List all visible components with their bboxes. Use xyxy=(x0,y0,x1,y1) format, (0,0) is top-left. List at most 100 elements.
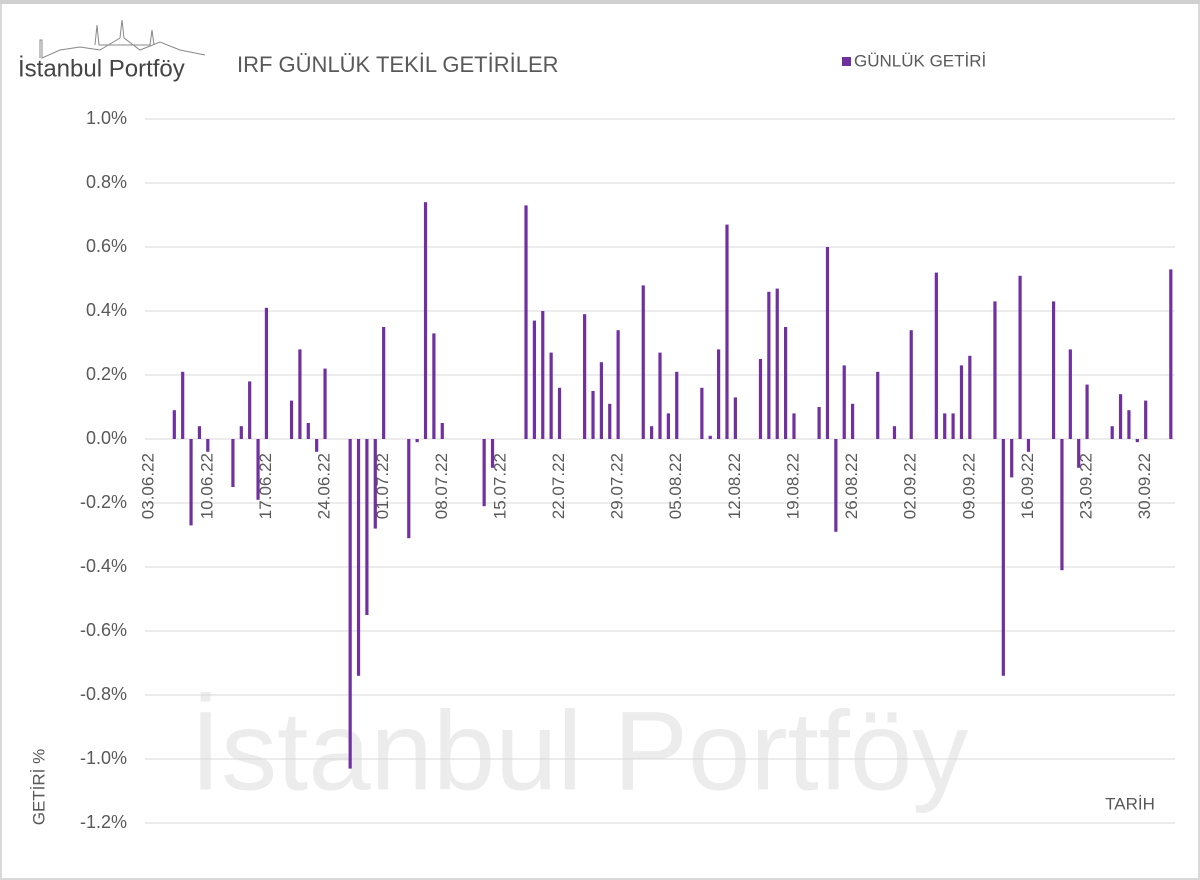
x-tick-label: 01.07.22 xyxy=(373,453,392,519)
bar xyxy=(993,301,997,439)
bar xyxy=(851,403,855,439)
y-tick-label: -0.4% xyxy=(80,556,127,576)
bar xyxy=(549,352,553,439)
bar xyxy=(834,439,838,532)
bar xyxy=(1135,439,1139,443)
x-tick-label: 26.08.22 xyxy=(842,453,861,519)
y-tick-label: 0.6% xyxy=(86,236,127,256)
bar xyxy=(231,439,235,487)
watermark: İstanbul Portföy xyxy=(190,689,968,814)
bar xyxy=(876,371,880,439)
y-tick-label: 0.0% xyxy=(86,428,127,448)
bar xyxy=(733,397,737,439)
bar xyxy=(1018,275,1022,439)
bar xyxy=(1144,400,1148,439)
bar xyxy=(784,327,788,439)
bar xyxy=(700,387,704,439)
y-axis-label: GETİRİ % xyxy=(29,749,48,826)
x-tick-label: 29.07.22 xyxy=(608,453,627,519)
bar xyxy=(407,439,411,539)
bar xyxy=(189,439,193,526)
bar xyxy=(348,439,352,769)
y-tick-label: -0.8% xyxy=(80,684,127,704)
bar xyxy=(792,413,796,439)
bar xyxy=(616,330,620,439)
bar xyxy=(524,205,528,439)
bar xyxy=(1001,439,1005,676)
x-tick-label: 12.08.22 xyxy=(725,453,744,519)
bar xyxy=(725,224,729,439)
bar xyxy=(289,400,294,439)
bar xyxy=(557,387,562,439)
bar xyxy=(675,371,679,439)
x-tick-label: 10.06.22 xyxy=(197,453,216,519)
x-tick-label: 08.07.22 xyxy=(432,453,451,519)
x-tick-label: 03.06.22 xyxy=(139,453,158,519)
bar xyxy=(1068,349,1072,439)
x-tick-label: 16.09.22 xyxy=(1018,453,1037,519)
bar xyxy=(181,371,185,439)
legend-swatch xyxy=(842,57,851,66)
bar xyxy=(1026,439,1031,452)
bar xyxy=(323,368,327,439)
bar xyxy=(532,320,536,439)
x-tick-label: 17.06.22 xyxy=(256,453,275,519)
bar xyxy=(432,333,436,439)
bar xyxy=(382,327,386,439)
y-tick-label: -1.2% xyxy=(80,812,127,832)
y-tick-label: 0.4% xyxy=(86,300,127,320)
bar xyxy=(825,247,830,439)
x-tick-label: 09.09.22 xyxy=(959,453,978,519)
bar xyxy=(591,391,595,439)
bar xyxy=(708,435,712,439)
bar xyxy=(541,311,545,439)
x-tick-label: 19.08.22 xyxy=(783,453,802,519)
bar xyxy=(1060,439,1064,571)
y-tick-label: -0.2% xyxy=(80,492,127,512)
legend-label: GÜNLÜK GETİRİ xyxy=(854,51,986,70)
bar xyxy=(365,439,369,615)
bar xyxy=(264,307,269,439)
bar xyxy=(1169,269,1173,439)
bar xyxy=(440,423,444,439)
bar xyxy=(767,291,771,439)
bar xyxy=(1118,394,1123,439)
bar xyxy=(892,426,897,439)
bar xyxy=(583,314,587,439)
bar xyxy=(490,439,495,468)
bar xyxy=(817,407,821,439)
bar xyxy=(306,423,310,439)
x-tick-label: 23.09.22 xyxy=(1077,453,1096,519)
x-axis-label: TARİH xyxy=(1105,794,1155,813)
top-bar xyxy=(0,0,1200,4)
bar xyxy=(248,381,252,439)
bar xyxy=(256,439,260,500)
bar xyxy=(758,359,763,439)
bar xyxy=(650,426,654,439)
bar xyxy=(934,272,938,439)
logo-text: İstanbul Portföy xyxy=(18,55,185,82)
x-tick-label: 15.07.22 xyxy=(490,453,509,519)
bar xyxy=(206,439,210,452)
chart-title: IRF GÜNLÜK TEKİL GETİRİLER xyxy=(237,52,559,77)
bar xyxy=(641,285,645,439)
x-tick-label: 30.09.22 xyxy=(1135,453,1154,519)
bar xyxy=(373,439,377,529)
y-tick-label: -0.6% xyxy=(80,620,127,640)
bar xyxy=(423,202,428,439)
bar xyxy=(968,355,972,439)
bar xyxy=(197,426,202,439)
bar xyxy=(608,403,612,439)
bar xyxy=(959,365,964,439)
bar xyxy=(666,413,670,439)
x-tick-label: 05.08.22 xyxy=(666,453,685,519)
bar xyxy=(1010,439,1014,478)
x-tick-label: 22.07.22 xyxy=(549,453,568,519)
bar xyxy=(1110,426,1114,439)
bar xyxy=(239,426,243,439)
bar xyxy=(315,439,319,452)
logo-skyline xyxy=(39,19,206,59)
bar xyxy=(658,352,662,439)
